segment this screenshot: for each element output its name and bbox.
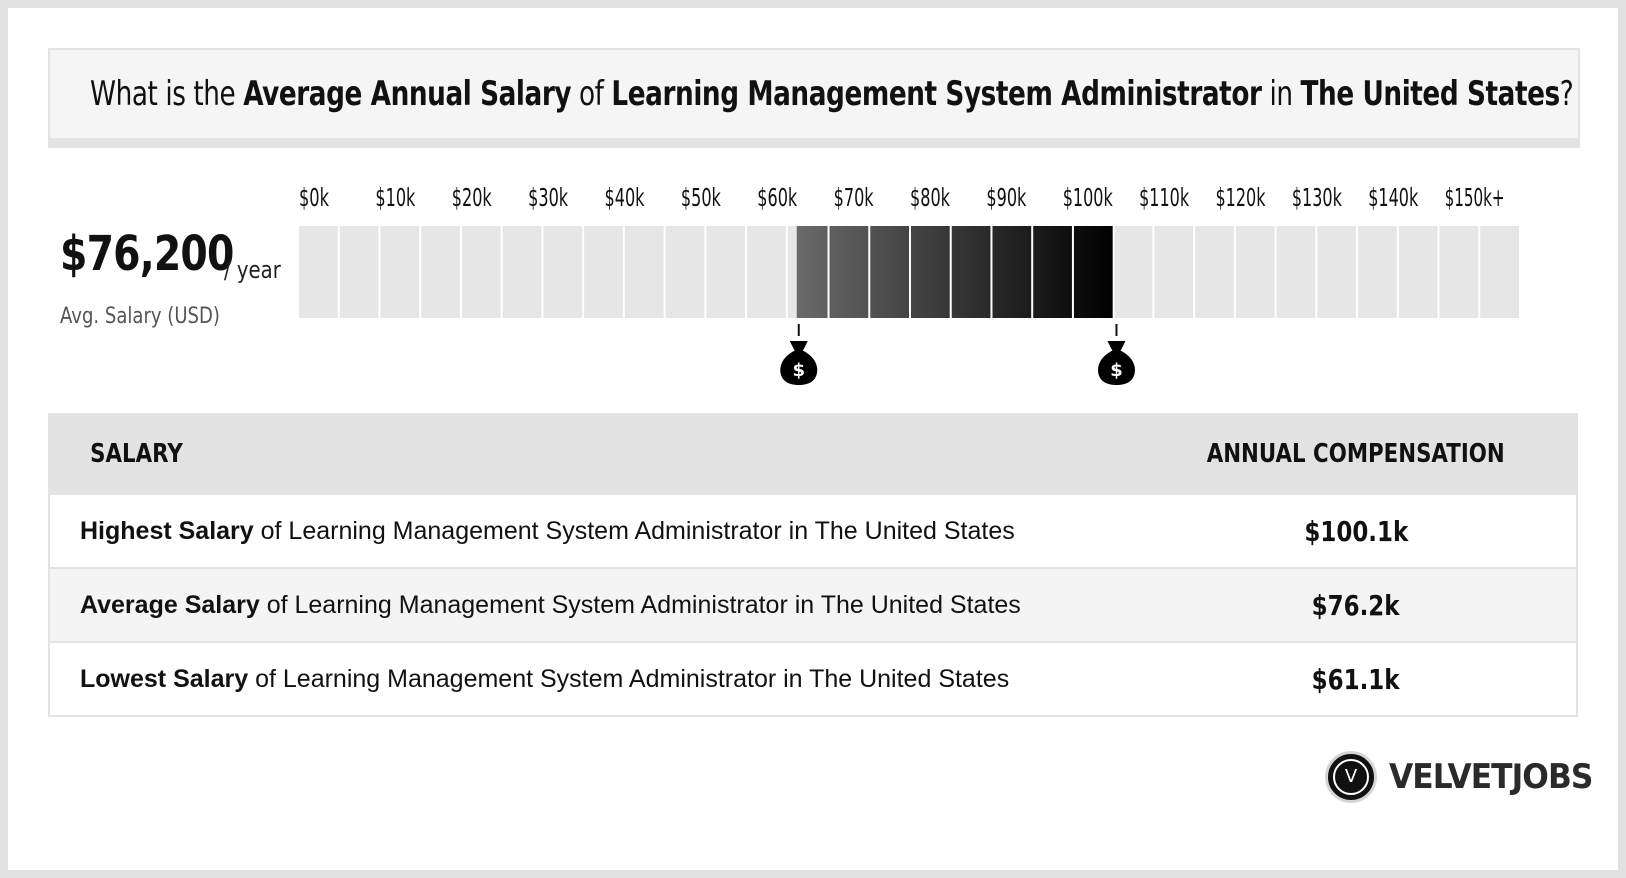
logo-badge-icon: V [1325, 751, 1377, 803]
tick-label: $140k [1368, 183, 1418, 212]
salary-range-chart: $0k $10k $20k $30k $40k $50k $60k $70k $80k $90k $… [299, 183, 1519, 385]
scale-cell [543, 226, 583, 318]
row-value: $61.1k [1136, 641, 1577, 716]
tick-label: $80k [910, 183, 950, 212]
range-divider [827, 226, 830, 318]
range-divider [909, 226, 911, 318]
scale-cell [706, 226, 746, 318]
scale-cell [1358, 226, 1397, 318]
velvetjobs-logo: V VELVETJOBS [1325, 751, 1593, 807]
table-row-highest: Highest Salary of Learning Management Sy… [49, 493, 1577, 568]
title-suffix: ? [1559, 74, 1574, 114]
tick-label: $70k [834, 183, 874, 212]
tick-label: $30k [528, 183, 568, 212]
row-value: $100.1k [1136, 493, 1577, 568]
tick-label: $120k [1216, 183, 1266, 212]
title-in: in [1261, 74, 1301, 114]
tick-label: $0k [299, 183, 329, 212]
scale-cell [1480, 226, 1519, 318]
money-bag-icon: $ [780, 324, 818, 385]
scale-cell [380, 226, 420, 318]
tick-label: $40k [605, 183, 645, 212]
title-of: of [571, 74, 612, 114]
range-divider [868, 226, 871, 318]
scale-cell [1276, 226, 1316, 318]
range-divider [949, 226, 952, 318]
scale-cell [624, 226, 664, 318]
tick-label: $90k [986, 183, 1026, 212]
header-annual-compensation: ANNUAL COMPENSATION [1136, 414, 1577, 494]
row-label: Average Salary of Learning Management Sy… [49, 567, 1136, 642]
average-salary-label: Avg. Salary (USD) [60, 304, 220, 329]
tick-label: $50k [681, 183, 721, 212]
tick-label: $20k [452, 183, 492, 212]
scale-cell [502, 226, 542, 318]
range-divider [1031, 226, 1034, 318]
header-salary: SALARY [49, 414, 1136, 494]
scale-cell [1235, 226, 1275, 318]
dollar-sign: $ [1110, 360, 1123, 381]
scale-cell [299, 226, 338, 318]
tick-label: $130k [1292, 183, 1342, 212]
range-divider [990, 226, 993, 318]
scale-cell [584, 226, 623, 318]
average-salary-unit: / year [224, 256, 281, 284]
scale-cell [339, 226, 379, 318]
tick-label: $60k [757, 183, 797, 212]
salary-table: SALARY ANNUAL COMPENSATION Highest Salar… [48, 413, 1578, 717]
title-metric: Average Annual Salary [243, 74, 572, 114]
table-row-lowest: Lowest Salary of Learning Management Sys… [49, 641, 1577, 716]
scale-cell [421, 226, 460, 318]
scale-cell [747, 226, 786, 318]
tick-label: $100k [1063, 183, 1113, 212]
scale-cell [461, 226, 501, 318]
tick-label: $110k [1139, 183, 1189, 212]
salary-card: What is the Average Annual Salary of Lea… [8, 8, 1618, 870]
scale-cell [1195, 226, 1234, 318]
logo-text: VELVETJOBS [1389, 757, 1593, 797]
scale-cell [1113, 226, 1153, 318]
title-banner: What is the Average Annual Salary of Lea… [48, 48, 1580, 148]
range-divider [1112, 226, 1115, 318]
salary-range-bar [796, 226, 1115, 318]
tick-label: $150k+ [1445, 183, 1505, 212]
table-row-average: Average Salary of Learning Management Sy… [49, 567, 1577, 642]
scale-cell [1398, 226, 1438, 318]
row-label: Lowest Salary of Learning Management Sys… [49, 641, 1136, 716]
row-label: Highest Salary of Learning Management Sy… [49, 493, 1136, 568]
scale-cell [665, 226, 705, 318]
scale-cell [1439, 226, 1479, 318]
title-location: The United States [1300, 74, 1561, 114]
row-value: $76.2k [1136, 567, 1577, 642]
table-header-row: SALARY ANNUAL COMPENSATION [49, 414, 1577, 494]
title-job: Learning Management System Administrator [611, 74, 1262, 114]
money-bag-icon: $ [1097, 324, 1135, 385]
scale-cell [1317, 226, 1357, 318]
tick-label: $10k [375, 183, 415, 212]
page-title: What is the Average Annual Salary of Lea… [90, 74, 1574, 114]
scale-cell [1154, 226, 1194, 318]
average-salary-value: $76,200 [60, 226, 234, 282]
title-prefix: What is the [90, 74, 244, 114]
range-divider [1071, 226, 1074, 318]
dollar-sign: $ [792, 360, 805, 381]
logo-letter: V [1333, 759, 1369, 795]
